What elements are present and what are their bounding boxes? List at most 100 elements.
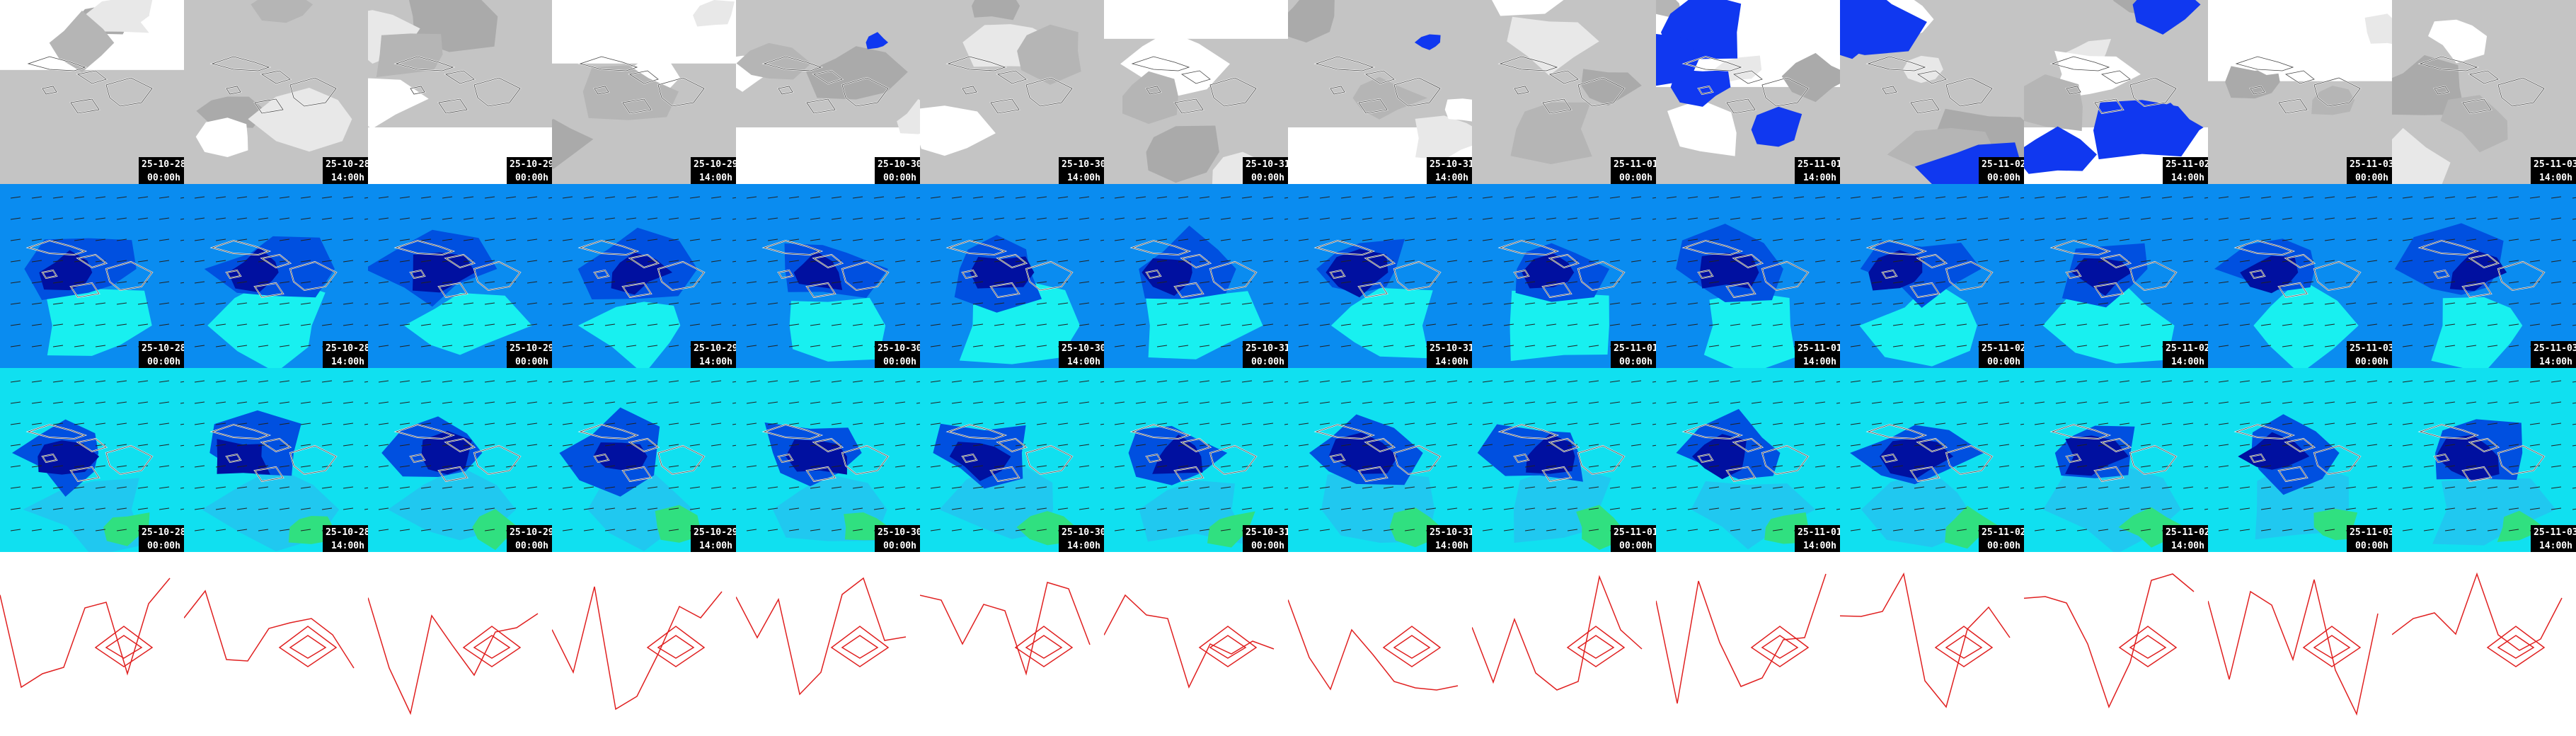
wind-arrow [2161, 260, 2173, 263]
wind-arrow [2140, 238, 2151, 241]
wind-arrow [1652, 303, 1656, 305]
wind-arrow [1015, 465, 1026, 468]
wind-arrow [236, 281, 248, 284]
wind-arrow [1524, 507, 1536, 510]
wind-arrow [1036, 260, 1047, 263]
wind-arrow [583, 380, 594, 383]
wind-arrow [116, 323, 127, 326]
wind-arrow [1956, 323, 1967, 326]
wind-arrow [951, 422, 962, 425]
island-outline [1577, 261, 1625, 291]
wind-arrow [1956, 345, 1967, 347]
map-tile [1288, 552, 1472, 736]
wind-arrow [2055, 238, 2066, 241]
wind-arrow [505, 486, 517, 489]
wind-arrow [378, 422, 389, 425]
wind-arrow [2423, 529, 2434, 531]
wind-arrow [95, 380, 106, 383]
island-outline [2284, 254, 2315, 268]
wind-arrow [2218, 529, 2229, 531]
wind-arrow [1178, 401, 1189, 404]
wind-arrow [1977, 422, 1989, 425]
wind-arrow [1284, 381, 1288, 383]
wind-arrow [2239, 345, 2250, 347]
wind-core [39, 250, 93, 291]
wind-arrow [1319, 422, 1330, 425]
island-outline [778, 270, 793, 279]
island-outline [2094, 466, 2124, 482]
wind-arrow [1100, 282, 1104, 284]
wind-arrow [1036, 302, 1047, 305]
wind-arrow [2239, 260, 2250, 263]
wind-arrow [1340, 444, 1352, 447]
date-label: 25-11-03 [2534, 159, 2576, 170]
wind-arrow [1999, 302, 2010, 305]
wind-arrow [1871, 323, 1882, 326]
wind-arrow [873, 380, 885, 383]
wind-arrow [1362, 465, 1373, 468]
label-box [2163, 525, 2208, 552]
wind-arrow [527, 323, 538, 326]
wind-core [413, 252, 476, 293]
wind-arrow [1977, 444, 1989, 447]
wind-arrow [2444, 507, 2456, 510]
wind-arrow [74, 529, 85, 531]
wind-arrow [2508, 345, 2519, 347]
wind-arrow [2466, 238, 2477, 241]
wind-arrow [2020, 466, 2024, 468]
rain-cell [2132, 0, 2201, 35]
wind-arrow [1666, 380, 1677, 383]
wind-arrow [378, 380, 389, 383]
wind-band [1691, 481, 1816, 550]
wind-arrow [1892, 238, 1904, 241]
wind-arrow [420, 260, 432, 263]
wind-arrow [647, 465, 658, 468]
island-outline [1945, 77, 1993, 107]
wind-arrow [1079, 281, 1090, 284]
wind-arrow [2487, 238, 2498, 241]
wind-arrow [873, 323, 885, 326]
wind-arrow [1114, 260, 1125, 263]
wind-arrow [1298, 401, 1309, 404]
wind-arrow [1914, 281, 1925, 284]
wind-arrow [1263, 380, 1274, 383]
wind-arrow [2402, 465, 2413, 468]
wind-arrow [562, 422, 573, 425]
wind-arrow [668, 238, 679, 241]
wind-arrow [1956, 380, 1967, 383]
date-label: 25-10-31 [1246, 159, 1288, 170]
wind-arrow [1503, 486, 1514, 489]
label-box [1979, 157, 2024, 184]
wind-arrow [1708, 486, 1720, 489]
wind-arrow [1567, 217, 1578, 220]
wind-arrow [951, 217, 962, 220]
wind-arrow [300, 529, 311, 531]
wind-arrow [2161, 281, 2173, 284]
wind-arrow [116, 401, 127, 404]
wind-arrow [1036, 380, 1047, 383]
wind-band [404, 292, 532, 355]
wind-arrow [1135, 196, 1146, 199]
label-box [1243, 341, 1288, 368]
wind-arrow [1340, 302, 1352, 305]
wind-arrow [1914, 529, 1925, 531]
wind-arrow [1935, 302, 1946, 305]
wind-arrow [1468, 282, 1472, 284]
wind-arrow [873, 507, 885, 510]
wind-arrow [2183, 422, 2194, 425]
wind-arrow [527, 260, 538, 263]
wind-arrow [1708, 281, 1720, 284]
wind-arrow [767, 260, 778, 263]
cloud-patch [196, 96, 266, 128]
island-outline [1732, 438, 1763, 452]
wind-arrow [562, 486, 573, 489]
island-outline [1131, 424, 1190, 439]
wind-arrow [420, 196, 432, 199]
wind-arrow [2508, 422, 2519, 425]
wind-band [2313, 509, 2358, 541]
wind-arrow [1850, 401, 1861, 404]
wind-arrow [1631, 444, 1642, 447]
wind-arrow [2508, 380, 2519, 383]
wind-arrow [1793, 260, 1805, 263]
